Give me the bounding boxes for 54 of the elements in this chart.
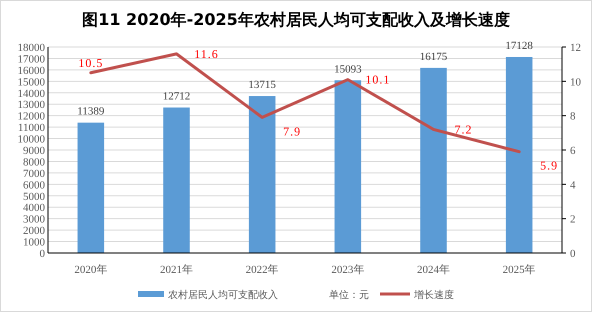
x-tick-label: 2020年 [74,264,108,276]
data-label: 15093 [334,63,362,76]
data-label: 16175 [420,50,448,63]
y2-tick-label: 12 [570,42,581,54]
y-tick-label: 11000 [18,122,46,134]
y2-tick-label: 2 [570,214,576,226]
legend-label: 农村居民人均可支配收入 [168,289,278,301]
legend-label: 增长速度 [413,289,454,301]
x-tick-label: 2022年 [246,264,279,276]
y-tick-label: 5000 [23,190,46,203]
data-label: 17128 [505,40,534,52]
data-label: 13715 [248,79,276,92]
text: 单位：元 [329,289,369,301]
x-tick-label: 2023年 [331,264,364,276]
y2-tick-label: 0 [570,248,576,260]
data-label: 5.9 [540,158,558,173]
bar [163,108,190,253]
y-tick-label: 7000 [23,168,46,180]
y-tick-label: 6000 [23,179,46,192]
data-label: 11.6 [194,46,219,61]
y-tick-label: 12000 [18,110,46,123]
x-tick-label: 2021年 [160,264,193,276]
y-tick-label: 13000 [18,99,46,112]
y2-tick-label: 8 [570,110,576,123]
data-label: 10.5 [78,56,104,70]
y-tick-label: 4000 [23,202,46,214]
data-label: 11389 [77,106,105,118]
y-tick-label: 14000 [18,88,46,100]
y-tick-label: 10000 [18,134,46,146]
y-tick-label: 16000 [18,64,46,77]
y-tick-label: 8000 [23,156,46,168]
y-tick-label: 0 [40,248,46,260]
y-tick-label: 3000 [23,214,46,226]
bar [248,96,276,253]
y-tick-label: 17000 [18,53,46,66]
y2-tick-label: 4 [570,179,576,192]
y-tick-label: 9000 [23,145,46,157]
x-tick-label: 2024年 [417,264,450,276]
y-tick-label: 2000 [23,225,46,238]
data-label: 7.2 [454,122,472,136]
y2-tick-label: 6 [570,145,576,157]
chart-title: 图11 2020年-2025年农村居民人均可支配收入及增长速度 [82,10,510,29]
data-label: 10.1 [365,72,390,87]
bar [78,122,104,253]
bar [506,56,532,253]
y-tick-label: 15000 [18,76,46,88]
y-tick-label: 1000 [23,236,46,249]
y2-tick-label: 10 [570,76,582,88]
x-tick-label: 2025年 [502,264,536,276]
bar [420,68,447,253]
data-label: 7.9 [283,124,302,138]
bar [334,80,362,253]
y-tick-label: 18000 [18,42,46,54]
data-label: 12712 [162,90,190,103]
